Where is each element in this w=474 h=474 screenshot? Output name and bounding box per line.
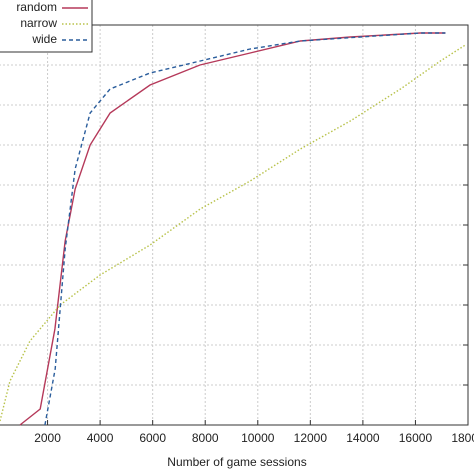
x-tick-label: 10000 [241,431,275,445]
legend-label: wide [31,32,57,46]
x-tick-label: 6000 [139,431,166,445]
plot-frame [0,24,469,426]
data-line [0,44,466,422]
data-line [44,32,446,426]
x-tick-label: 4000 [87,431,114,445]
x-tick-label: 16000 [399,431,433,445]
x-tick-label: 2000 [34,431,61,445]
x-tick-label: 18000 [451,431,474,445]
data-line [19,32,446,426]
legend-label: random [16,0,57,14]
legend-label: narrow [20,16,57,30]
x-axis-label: Number of game sessions [167,455,306,469]
x-tick-label: 14000 [346,431,380,445]
x-tick-label: 12000 [294,431,328,445]
x-tick-label: 8000 [192,431,219,445]
